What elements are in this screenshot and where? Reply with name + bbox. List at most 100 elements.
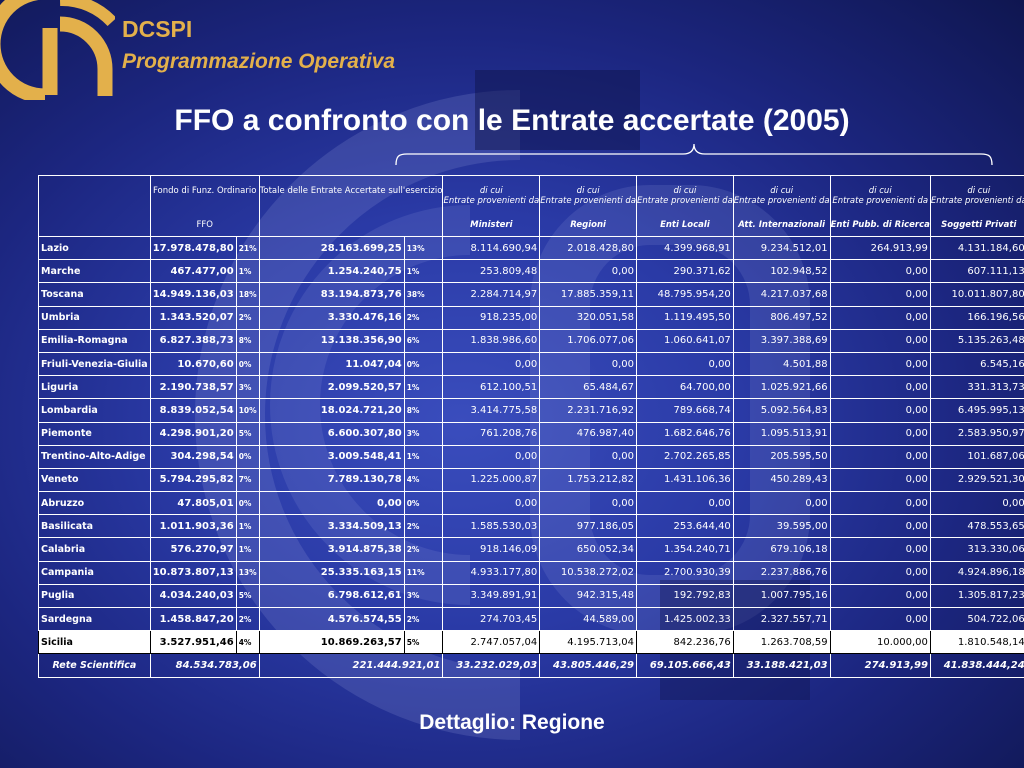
totale-cell: 2.099.520,57 (258, 375, 405, 400)
totale-cell: 11.047,04 (258, 351, 405, 377)
region-cell: Basilicata (38, 514, 151, 539)
table-row: Liguria 2.190.738,57 3% 2.099.520,57 1% 612.1… (38, 375, 1024, 400)
logo (0, 0, 115, 100)
enti-ricerca-cell: 0,00 (829, 537, 931, 562)
totale-pct-cell: 2% (403, 606, 444, 632)
regioni-cell: 0,00 (539, 351, 638, 377)
enti-ricerca-cell: 0,00 (829, 491, 931, 516)
totale-pct-cell: 6% (403, 328, 444, 353)
enti-ricerca-cell: 0,00 (829, 351, 931, 377)
enti-ricerca-cell: 0,00 (829, 467, 931, 493)
table-row: Toscana 14.949.136,03 18% 83.194.873,76 38% 2… (38, 282, 1024, 307)
enti-ricerca-cell: 0,00 (829, 375, 931, 400)
soggetti-privati-cell: 607.111,13 (929, 259, 1024, 284)
enti-locali-cell: 2.700.930,39 (636, 560, 734, 585)
region-cell: Lombardia (38, 398, 151, 423)
ffo-cell: 467.477,00 (149, 259, 237, 284)
ffo-cell: 10.873.807,13 (149, 560, 237, 585)
ffo-cell: 2.190.738,57 (149, 375, 237, 400)
total-label-cell: Rete Scientifica (38, 653, 151, 678)
enti-ricerca-cell: 0,00 (829, 398, 931, 423)
totale-pct-cell: 1% (403, 259, 444, 284)
ffo-pct-cell: 21% (235, 235, 260, 261)
regioni-cell: 0,00 (539, 259, 638, 284)
table-row: Abruzzo 47.805,01 0% 0,00 0% 0,00 0,00 0,00 0,00… (38, 491, 1024, 516)
regioni-cell: 2.231.716,92 (539, 398, 638, 423)
enti-ricerca-cell: 0,00 (829, 560, 931, 585)
enti-ricerca-cell: 0,00 (829, 328, 931, 353)
regioni-cell: 476.987,40 (539, 421, 638, 446)
total-ministeri-cell: 33.232.029,03 (442, 653, 541, 678)
enti-locali-cell: 48.795.954,20 (636, 282, 734, 307)
soggetti-privati-cell: 1.305.817,23 (929, 583, 1024, 609)
ffo-pct-cell: 2% (235, 305, 260, 330)
header-region (38, 175, 151, 237)
table-header-row: Fondo di Funz. Ordinario FFO Totale delle… (38, 175, 1024, 237)
att-internazionali-cell: 4.217.037,68 (732, 282, 831, 307)
soggetti-privati-cell: 504.722,06 (929, 606, 1024, 632)
ffo-cell: 304.298,54 (149, 444, 237, 469)
soggetti-privati-cell: 2.583.950,97 (929, 421, 1024, 446)
enti-locali-cell: 1.682.646,76 (636, 421, 734, 446)
ministeri-cell: 2.747.057,04 (442, 630, 541, 655)
ministeri-cell: 918.146,09 (442, 537, 541, 562)
organization-subtitle: Programmazione Operativa (122, 50, 396, 73)
ffo-cell: 14.949.136,03 (149, 282, 237, 307)
enti-ricerca-cell: 0,00 (829, 421, 931, 446)
page-title: FFO a confronto con le Entrate accertate… (174, 104, 850, 137)
regioni-cell: 1.706.077,06 (539, 328, 638, 353)
enti-ricerca-cell: 10.000,00 (829, 630, 931, 655)
soggetti-privati-cell: 4.131.184,60 (929, 235, 1024, 261)
ffo-pct-cell: 3% (235, 375, 260, 400)
region-cell: Sicilia (38, 630, 151, 655)
totale-pct-cell: 1% (403, 444, 444, 469)
totale-pct-cell: 4% (403, 467, 444, 493)
ffo-cell: 576.270,97 (149, 537, 237, 562)
ministeri-cell: 1.838.986,60 (442, 328, 541, 353)
totale-pct-cell: 0% (403, 351, 444, 377)
soggetti-privati-cell: 1.810.548,14 (929, 630, 1024, 655)
regioni-cell: 977.186,05 (539, 514, 638, 539)
enti-locali-cell: 64.700,00 (636, 375, 734, 400)
soggetti-privati-cell: 2.929.521,30 (929, 467, 1024, 493)
att-internazionali-cell: 1.007.795,16 (732, 583, 831, 609)
table-row: Sardegna 1.458.847,20 2% 4.576.574,55 2% 274.… (38, 606, 1024, 632)
ffo-pct-cell: 10% (235, 398, 260, 423)
enti-locali-cell: 1.354.240,71 (636, 537, 734, 562)
ministeri-cell: 4.933.177,80 (442, 560, 541, 585)
totale-cell: 7.789.130,78 (258, 467, 405, 493)
att-internazionali-cell: 450.289,43 (732, 467, 831, 493)
totale-pct-cell: 3% (403, 421, 444, 446)
regioni-cell: 44.589,00 (539, 606, 638, 632)
att-internazionali-cell: 2.327.557,71 (732, 606, 831, 632)
region-cell: Veneto (38, 467, 151, 493)
enti-ricerca-cell: 0,00 (829, 606, 931, 632)
soggetti-privati-cell: 166.196,56 (929, 305, 1024, 330)
regioni-cell: 0,00 (539, 491, 638, 516)
regioni-cell: 10.538.272,02 (539, 560, 638, 585)
totale-cell: 4.576.574,55 (258, 606, 405, 632)
enti-ricerca-cell: 0,00 (829, 282, 931, 307)
enti-locali-cell: 1.060.641,07 (636, 328, 734, 353)
soggetti-privati-cell: 0,00 (929, 491, 1024, 516)
ministeri-cell: 3.414.775,58 (442, 398, 541, 423)
totale-pct-cell: 2% (403, 305, 444, 330)
ministeri-cell: 253.809,48 (442, 259, 541, 284)
totale-cell: 0,00 (258, 491, 405, 516)
totale-cell: 3.914.875,38 (258, 537, 405, 562)
soggetti-privati-cell: 5.135.263,48 (929, 328, 1024, 353)
enti-ricerca-cell: 0,00 (829, 259, 931, 284)
soggetti-privati-cell: 331.313,73 (929, 375, 1024, 400)
totale-cell: 25.335.163,15 (258, 560, 405, 585)
region-cell: Toscana (38, 282, 151, 307)
totale-pct-cell: 8% (403, 398, 444, 423)
header-soggetti-privati: di cui Entrate provenienti da Soggetti Pri… (929, 175, 1024, 237)
att-internazionali-cell: 102.948,52 (732, 259, 831, 284)
ffo-cell: 4.034.240,03 (149, 583, 237, 609)
att-internazionali-cell: 4.501,88 (732, 351, 831, 377)
totale-pct-cell: 3% (403, 583, 444, 609)
enti-locali-cell: 0,00 (636, 351, 734, 377)
region-cell: Abruzzo (38, 491, 151, 516)
regioni-cell: 320.051,58 (539, 305, 638, 330)
table-row: Campania 10.873.807,13 13% 25.335.163,15 11%… (38, 560, 1024, 585)
